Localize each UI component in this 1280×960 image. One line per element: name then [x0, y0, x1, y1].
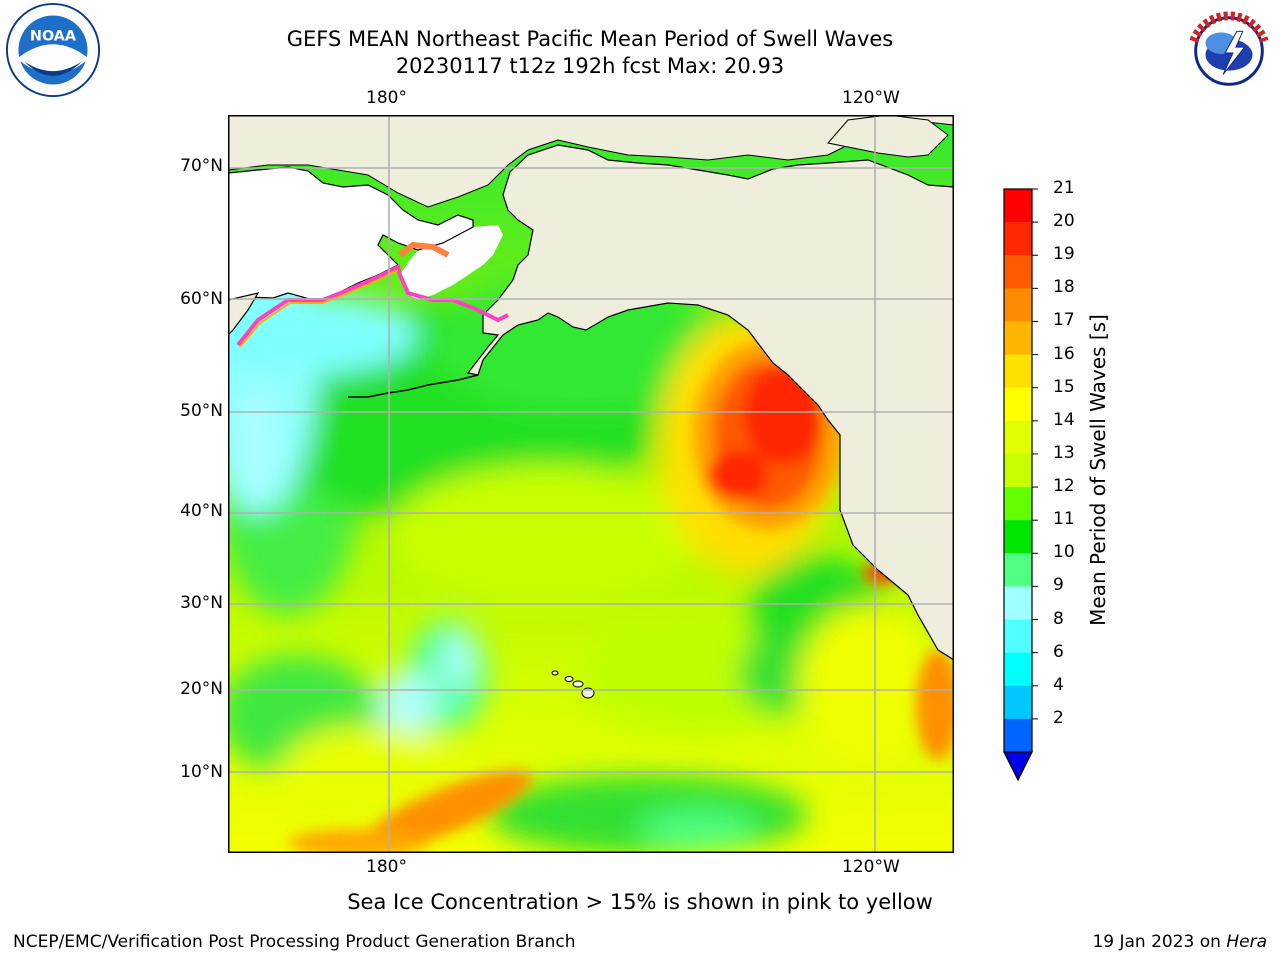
colorbar-tick-label: 19 — [1053, 244, 1075, 265]
chart-subtitle: 20230117 t12z 192h fcst Max: 20.93 — [395, 54, 785, 78]
gridlines — [228, 115, 954, 853]
colorbar-tick-label: 8 — [1053, 608, 1064, 629]
colorbar-segment — [1004, 321, 1032, 356]
noaa-logo: NOAA — [5, 2, 101, 98]
colorbar-tick-label: 12 — [1053, 476, 1075, 497]
colorbar-tick-label: 6 — [1053, 641, 1064, 662]
colorbar-tick-label: 4 — [1053, 674, 1064, 695]
lon-label-top-120w: 120°W — [842, 88, 900, 108]
footer-machine: Hera — [1226, 932, 1267, 952]
colorbar-segment — [1004, 453, 1032, 488]
colorbar-segment — [1004, 222, 1032, 256]
colorbar-tick-label: 15 — [1053, 376, 1075, 397]
lat-label-20n: 20°N — [180, 679, 223, 699]
colorbar-segment — [1004, 553, 1032, 587]
colorbar-segment — [1004, 288, 1032, 322]
colorbar-segment — [1004, 354, 1032, 389]
map-plot — [228, 115, 954, 853]
colorbar-segment — [1004, 189, 1032, 223]
ice-area-bering — [400, 225, 503, 300]
lon-label-top-180: 180° — [366, 88, 407, 108]
colorbar-segment — [1004, 652, 1032, 687]
colorbar-tick-label: 2 — [1053, 707, 1064, 728]
lon-label-bottom-180: 180° — [366, 857, 407, 877]
noaa-logo-text: NOAA — [30, 28, 77, 44]
lat-label-60n: 60°N — [180, 289, 223, 309]
colorbar-segment — [1004, 387, 1032, 422]
colorbar-segment — [1004, 420, 1032, 455]
nws-logo — [1181, 3, 1277, 99]
lat-label-10n: 10°N — [180, 762, 223, 782]
colorbar-segment — [1004, 586, 1032, 621]
land-arctic-islands — [827, 115, 949, 158]
colorbar-segment — [1004, 487, 1032, 521]
colorbar-tick-label: 20 — [1053, 211, 1075, 232]
colorbar-tick-label: 18 — [1053, 277, 1075, 298]
lon-label-bottom-120w: 120°W — [842, 857, 900, 877]
chart-title: GEFS MEAN Northeast Pacific Mean Period … — [286, 27, 894, 51]
colorbar-tick-label: 21 — [1053, 178, 1075, 198]
colorbar-tick-label: 11 — [1053, 509, 1075, 530]
lat-label-40n: 40°N — [180, 501, 223, 521]
colorbar-segment — [1004, 520, 1032, 554]
colorbar-tick-label: 14 — [1053, 409, 1075, 430]
colorbar-extend-arrow — [1003, 751, 1033, 782]
colorbar — [1003, 188, 1038, 782]
lat-label-50n: 50°N — [180, 401, 223, 421]
colorbar-tick-label: 9 — [1053, 575, 1064, 596]
colorbar-segment — [1004, 685, 1032, 720]
lat-label-30n: 30°N — [180, 593, 223, 613]
land-kamchatka — [228, 292, 260, 336]
aleutian-islands — [348, 374, 479, 398]
sea-ice-edge — [236, 264, 509, 347]
colorbar-tick-label: 16 — [1053, 343, 1075, 364]
footer-credit: NCEP/EMC/Verification Post Processing Pr… — [13, 932, 576, 952]
colorbar-label: Mean Period of Swell Waves [s] — [1086, 314, 1110, 626]
colorbar-tick-label: 17 — [1053, 310, 1075, 331]
colorbar-segment — [1004, 619, 1032, 654]
colorbar-tick-label: 10 — [1053, 542, 1075, 563]
footer-date: 19 Jan 2023 on Hera — [1092, 932, 1267, 952]
colorbar-segment — [1004, 718, 1032, 753]
lat-label-70n: 70°N — [180, 156, 223, 176]
footer-date-text: 19 Jan 2023 on — [1092, 932, 1221, 952]
sea-ice-footnote: Sea Ice Concentration > 15% is shown in … — [347, 890, 933, 914]
colorbar-tick-label: 13 — [1053, 442, 1075, 463]
colorbar-segment — [1004, 255, 1032, 289]
